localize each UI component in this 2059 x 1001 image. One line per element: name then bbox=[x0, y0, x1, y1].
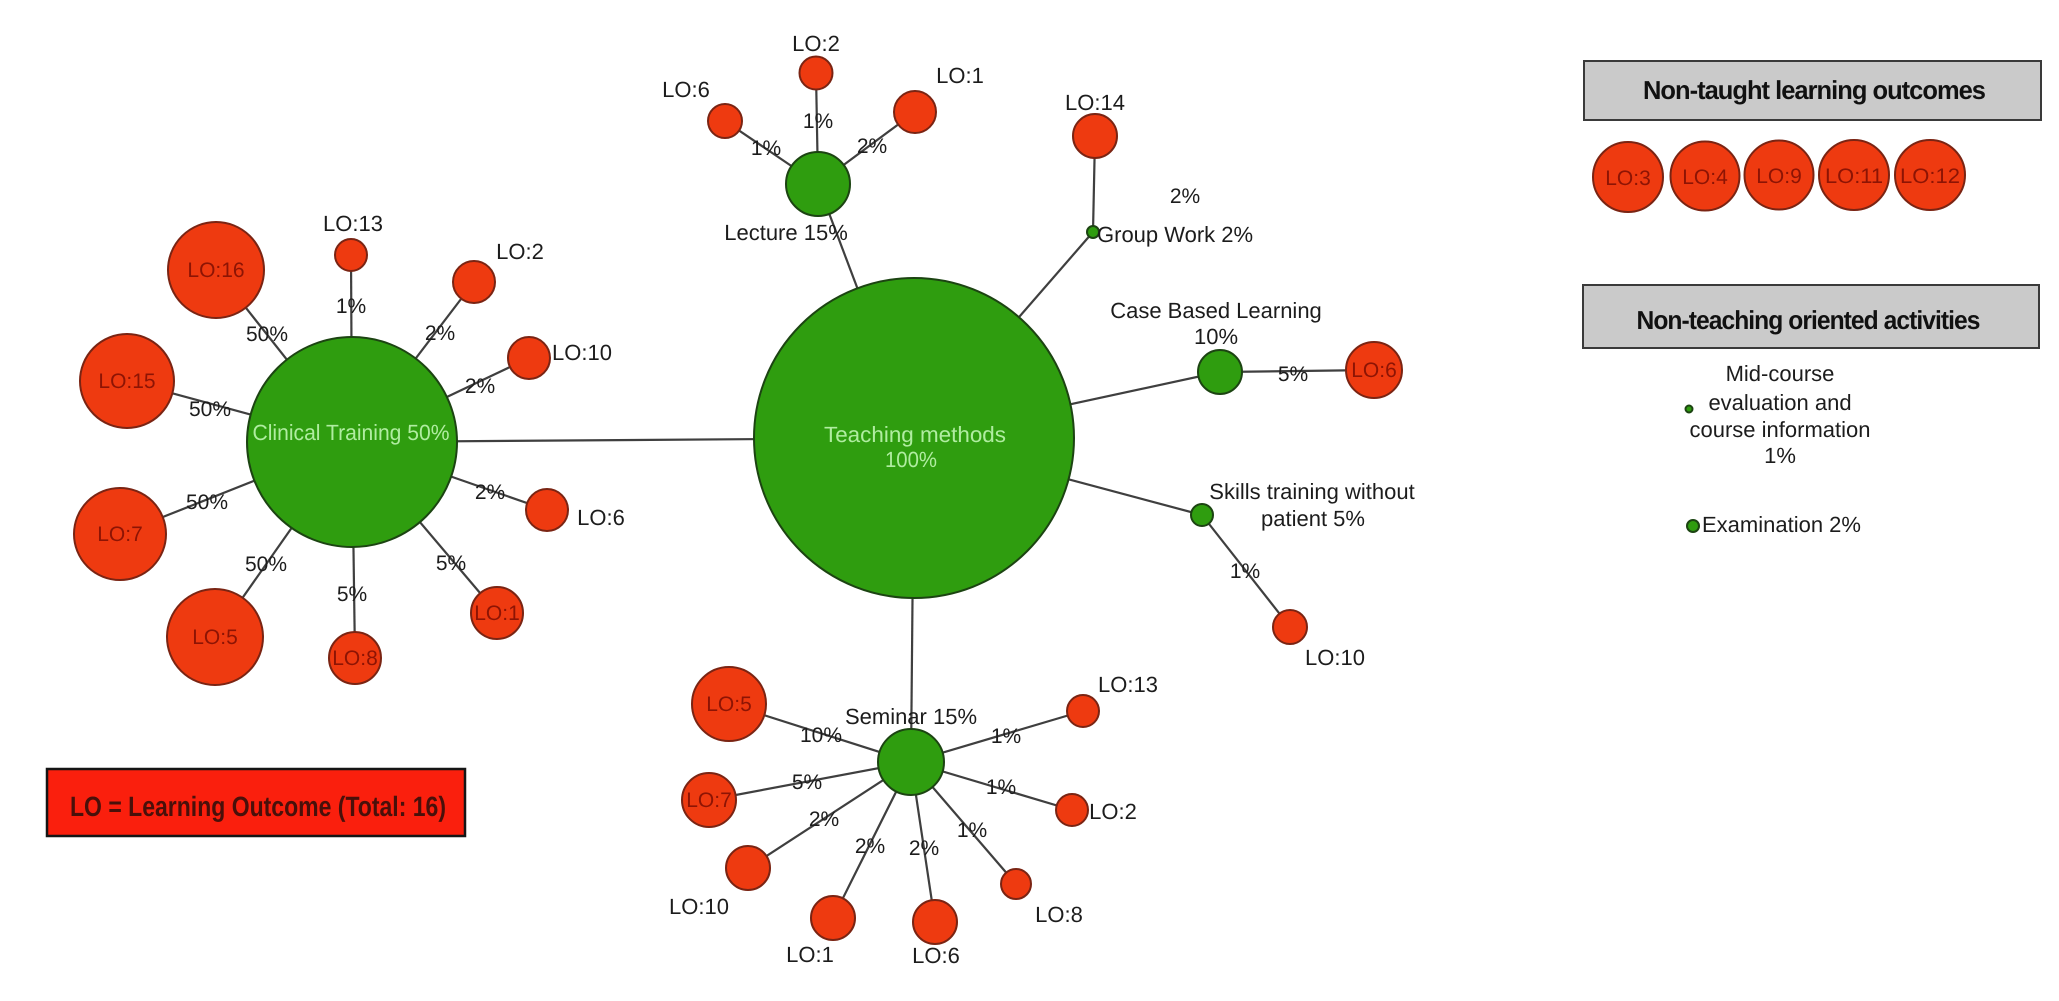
svg-text:LO:7: LO:7 bbox=[97, 523, 143, 546]
svg-text:Seminar 15%: Seminar 15% bbox=[845, 704, 977, 729]
svg-text:LO:6: LO:6 bbox=[1351, 359, 1397, 382]
svg-text:LO:14: LO:14 bbox=[1065, 90, 1125, 115]
svg-text:10%: 10% bbox=[800, 724, 842, 747]
svg-text:1%: 1% bbox=[991, 725, 1021, 748]
svg-text:50%: 50% bbox=[245, 553, 287, 576]
svg-text:LO:4: LO:4 bbox=[1682, 166, 1728, 189]
svg-text:2%: 2% bbox=[857, 135, 887, 158]
svg-text:10%: 10% bbox=[1194, 324, 1238, 349]
svg-text:1%: 1% bbox=[957, 819, 987, 842]
svg-text:LO:15: LO:15 bbox=[98, 370, 155, 393]
svg-text:50%: 50% bbox=[189, 398, 231, 421]
svg-text:1%: 1% bbox=[803, 110, 833, 133]
svg-text:1%: 1% bbox=[1764, 443, 1796, 468]
svg-text:2%: 2% bbox=[465, 375, 495, 398]
svg-text:Case Based Learning: Case Based Learning bbox=[1110, 298, 1322, 323]
svg-text:LO:2: LO:2 bbox=[792, 31, 840, 56]
svg-text:LO:13: LO:13 bbox=[323, 211, 383, 236]
svg-text:LO:13: LO:13 bbox=[1098, 672, 1158, 697]
svg-text:Non-taught learning outcomes: Non-taught learning outcomes bbox=[1643, 75, 1986, 105]
svg-text:5%: 5% bbox=[337, 583, 367, 606]
svg-text:5%: 5% bbox=[1278, 363, 1308, 386]
svg-text:LO = Learning Outcome (Total:: LO = Learning Outcome (Total: 16) bbox=[70, 791, 446, 822]
svg-text:course information: course information bbox=[1690, 417, 1871, 442]
svg-text:Group Work 2%: Group Work 2% bbox=[1097, 222, 1253, 247]
svg-text:LO:3: LO:3 bbox=[1605, 167, 1651, 190]
svg-text:2%: 2% bbox=[425, 322, 455, 345]
svg-text:Mid-course: Mid-course bbox=[1726, 361, 1835, 386]
svg-text:LO:5: LO:5 bbox=[192, 626, 238, 649]
svg-text:LO:6: LO:6 bbox=[577, 505, 625, 530]
svg-text:Lecture 15%: Lecture 15% bbox=[724, 220, 848, 245]
svg-text:LO:6: LO:6 bbox=[912, 943, 960, 968]
svg-text:2%: 2% bbox=[909, 837, 939, 860]
svg-text:LO:10: LO:10 bbox=[1305, 645, 1365, 670]
svg-text:Teaching methods: Teaching methods bbox=[824, 422, 1006, 447]
svg-text:LO:16: LO:16 bbox=[187, 259, 244, 282]
svg-text:LO:8: LO:8 bbox=[1035, 902, 1083, 927]
svg-text:50%: 50% bbox=[246, 323, 288, 346]
svg-text:5%: 5% bbox=[792, 771, 822, 794]
svg-text:LO:10: LO:10 bbox=[552, 340, 612, 365]
svg-text:LO:2: LO:2 bbox=[1089, 799, 1137, 824]
svg-text:100%: 100% bbox=[885, 447, 937, 472]
svg-text:Examination 2%: Examination 2% bbox=[1702, 512, 1861, 537]
svg-text:LO:9: LO:9 bbox=[1756, 165, 1802, 188]
svg-text:patient 5%: patient 5% bbox=[1261, 506, 1365, 531]
svg-text:Skills training without: Skills training without bbox=[1209, 479, 1414, 504]
svg-text:2%: 2% bbox=[809, 808, 839, 831]
svg-text:Clinical Training 50%: Clinical Training 50% bbox=[253, 420, 450, 445]
svg-text:LO:12: LO:12 bbox=[1900, 165, 1960, 188]
svg-text:5%: 5% bbox=[436, 552, 466, 575]
svg-text:1%: 1% bbox=[1230, 560, 1260, 583]
svg-text:1%: 1% bbox=[751, 137, 781, 160]
svg-text:LO:1: LO:1 bbox=[474, 602, 520, 625]
svg-text:LO:1: LO:1 bbox=[936, 63, 984, 88]
svg-text:50%: 50% bbox=[186, 491, 228, 514]
svg-text:LO:11: LO:11 bbox=[1825, 165, 1883, 188]
svg-text:2%: 2% bbox=[855, 835, 885, 858]
svg-text:LO:8: LO:8 bbox=[332, 647, 378, 670]
svg-text:2%: 2% bbox=[475, 481, 505, 504]
svg-text:LO:2: LO:2 bbox=[496, 239, 544, 264]
svg-text:1%: 1% bbox=[986, 776, 1016, 799]
svg-text:LO:6: LO:6 bbox=[662, 77, 710, 102]
svg-text:1%: 1% bbox=[336, 295, 366, 318]
svg-text:evaluation and: evaluation and bbox=[1708, 390, 1851, 415]
svg-text:LO:10: LO:10 bbox=[669, 894, 729, 919]
svg-text:LO:1: LO:1 bbox=[786, 942, 834, 967]
svg-text:Non-teaching oriented activiti: Non-teaching oriented activities bbox=[1637, 305, 1981, 335]
svg-text:LO:7: LO:7 bbox=[686, 789, 732, 812]
svg-text:2%: 2% bbox=[1170, 185, 1200, 208]
svg-text:LO:5: LO:5 bbox=[706, 693, 752, 716]
